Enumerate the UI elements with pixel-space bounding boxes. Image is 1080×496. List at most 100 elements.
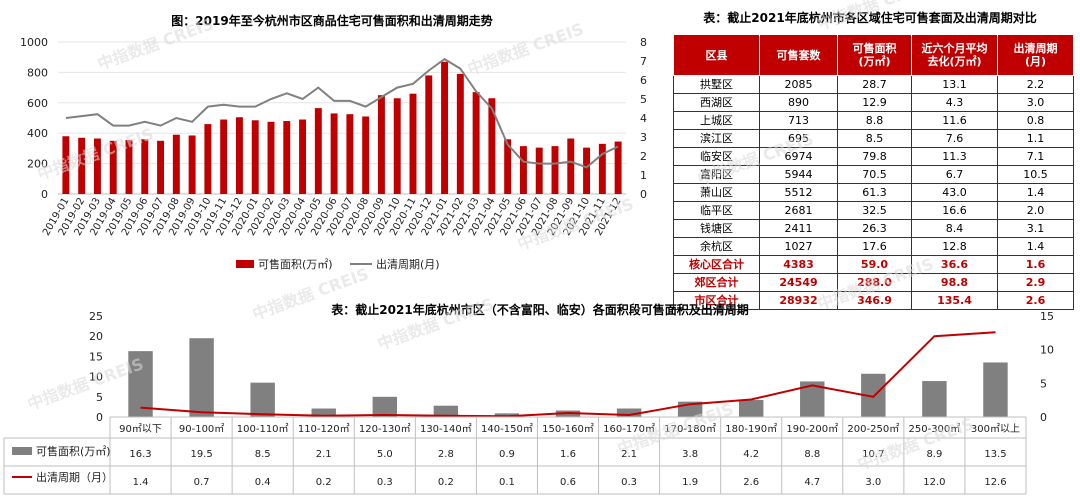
data-label-area: 2.8 (438, 449, 454, 460)
table-header-cell: 出清周期 (月) (997, 34, 1074, 76)
data-label-cycle: 0.7 (194, 477, 210, 488)
table-cell: 6974 (759, 147, 838, 166)
table-cell: 6.7 (911, 165, 998, 184)
size-band-right-axis: 15 10 5 0 (1040, 310, 1054, 424)
table-cell: 12.8 (911, 237, 998, 256)
table-cell: 16.6 (911, 201, 998, 220)
data-label-cycle: 0.6 (560, 477, 576, 488)
x-tick-label: 130-140㎡ (420, 423, 472, 435)
table-cell: 3.1 (997, 219, 1074, 238)
table-cell: 26.3 (837, 219, 912, 238)
district-table: 区县 可售套数 可售面积 (万㎡) 近六个月平均 去化(万㎡) 出清周期 (月)… (673, 34, 1074, 310)
y2-tick-label: 5 (1040, 377, 1047, 390)
table-cell: 346.9 (837, 291, 912, 310)
table-cell: 32.5 (837, 201, 912, 220)
bar (409, 93, 417, 194)
x-tick-label: 170-180㎡ (664, 423, 716, 435)
bar (172, 134, 180, 194)
size-band-chart-title: 表：截止2021年底杭州市区（不含富阳、临安）各面积段可售面积及出清周期 (330, 302, 748, 317)
bar (128, 351, 153, 417)
table-cell: 713 (759, 111, 838, 130)
table-row: 余杭区 1027 17.6 12.8 1.4 (673, 237, 1074, 256)
data-label-cycle: 0.2 (316, 477, 332, 488)
table-cell: 61.3 (837, 183, 912, 202)
table-header-cell: 近六个月平均 去化(万㎡) (911, 34, 998, 76)
data-label-area: 2.1 (621, 449, 637, 460)
table-cell: 43.0 (911, 183, 998, 202)
table-cell: 79.8 (837, 147, 912, 166)
data-label-cycle: 2.6 (743, 477, 759, 488)
table-cell: 17.6 (837, 237, 912, 256)
legend-label-area: 可售面积(万㎡) (258, 257, 333, 271)
data-label-cycle: 12.6 (984, 477, 1006, 488)
data-label-cycle: 12.0 (923, 477, 945, 488)
bar (250, 382, 275, 417)
table-cell: 695 (759, 129, 838, 148)
x-tick-label: 160-170㎡ (603, 423, 655, 435)
table-cell: 2085 (759, 75, 838, 94)
x-tick-label: 200-250㎡ (847, 423, 899, 435)
y-tick-label: 1000 (20, 36, 48, 49)
bar (125, 140, 133, 194)
table-cell: 2.6 (997, 291, 1074, 310)
x-tick-label: 140-150㎡ (481, 423, 533, 435)
table-row: 萧山区 5512 61.3 43.0 1.4 (673, 183, 1074, 202)
size-band-bars (128, 338, 1008, 417)
bar (157, 140, 165, 194)
x-tick-label: 150-160㎡ (542, 423, 594, 435)
table-cell: 135.4 (911, 291, 998, 310)
data-label-cycle: 0.1 (499, 477, 515, 488)
trend-chart-right-axis: 8 7 6 5 4 3 2 1 0 (640, 36, 647, 201)
data-label-area: 3.8 (682, 449, 698, 460)
table-total-row: 郊区合计 24549 288.0 98.8 2.9 (673, 273, 1074, 292)
y2-tick-label: 6 (640, 74, 647, 87)
bar (425, 75, 433, 194)
bar (311, 408, 336, 417)
bar (251, 120, 259, 194)
x-tick-label: 180-190㎡ (725, 423, 777, 435)
table-cell: 28932 (759, 291, 838, 310)
x-tick-label: 250-300㎡ (909, 423, 961, 435)
y-tick-label: 0 (41, 188, 48, 201)
data-label-cycle: 3.0 (865, 477, 881, 488)
y2-tick-label: 4 (640, 112, 647, 125)
bar (267, 121, 275, 194)
table-row: 临平区 2681 32.5 16.6 2.0 (673, 201, 1074, 220)
bar (583, 147, 591, 194)
table-row: 拱墅区 2085 28.7 13.1 2.2 (673, 75, 1074, 94)
table-cell: 2.2 (997, 75, 1074, 94)
bar (616, 408, 642, 417)
table-cell: 0.8 (997, 111, 1074, 130)
trend-chart-line (65, 57, 619, 169)
table-cell: 1027 (759, 237, 838, 256)
table-cell: 1.1 (997, 129, 1074, 148)
y-tick-label: 15 (89, 350, 103, 363)
table-cell: 2411 (759, 219, 838, 238)
y2-tick-label: 0 (640, 188, 647, 201)
table-cell: 28.7 (837, 75, 912, 94)
bar (235, 117, 243, 194)
table-cell: 2681 (759, 201, 838, 220)
bar (189, 338, 214, 417)
data-label-area: 0.9 (499, 449, 515, 460)
data-label-cycle: 0.4 (255, 477, 271, 488)
x-tick-label: 100-110㎡ (237, 423, 289, 435)
table-row: 上城区 713 8.8 11.6 0.8 (673, 111, 1074, 130)
bar (109, 140, 117, 194)
table-cell: 临平区 (673, 201, 760, 220)
y-tick-label: 20 (89, 330, 103, 343)
bar (738, 400, 764, 417)
table-row: 西湖区 890 12.9 4.3 3.0 (673, 93, 1074, 112)
data-label-cycle: 1.9 (682, 477, 698, 488)
trend-chart-x-axis: 2019-012019-022019-032019-042019-052019-… (41, 196, 624, 238)
table-cell: 8.4 (911, 219, 998, 238)
table-cell: 上城区 (673, 111, 760, 130)
table-cell: 临安区 (673, 147, 760, 166)
x-tick-label: 190-200㎡ (786, 423, 838, 435)
bar (362, 116, 370, 194)
data-label-area: 2.1 (316, 449, 332, 460)
table-cell: 萧山区 (673, 183, 760, 202)
table-cell: 市区合计 (673, 291, 760, 310)
bar (372, 396, 398, 417)
table-cell: 核心区合计 (673, 255, 760, 274)
